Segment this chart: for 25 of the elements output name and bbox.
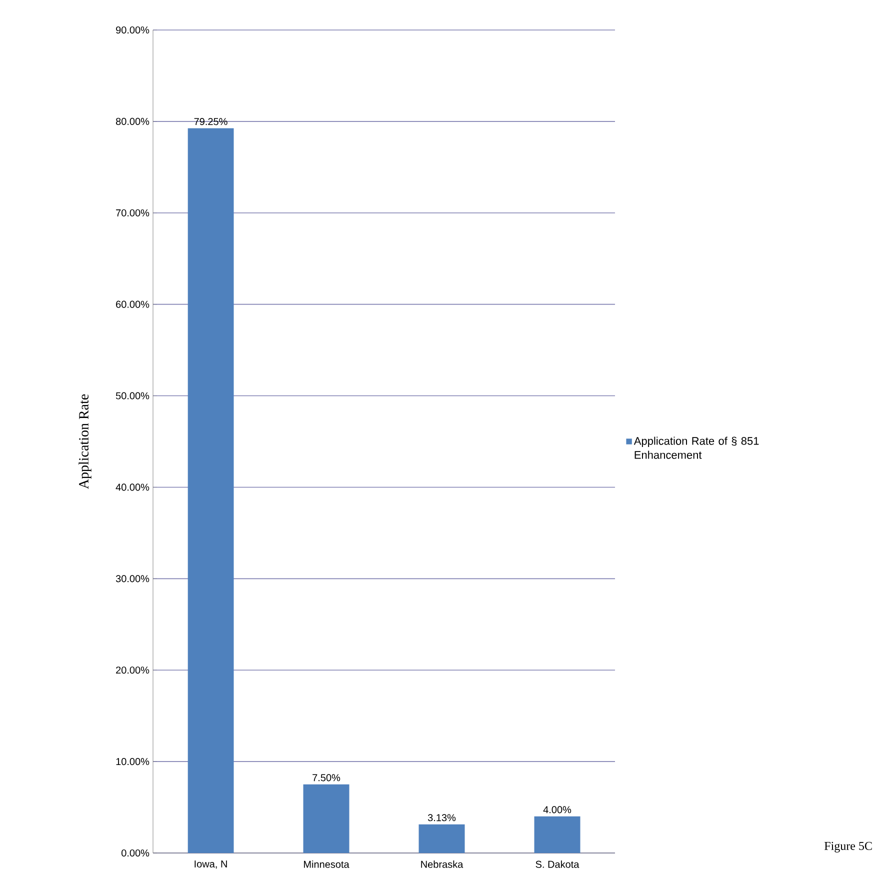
y-tick-label: 20.00%: [116, 666, 150, 674]
y-tick-label: 30.00%: [116, 575, 150, 582]
y-axis-title: Application Rate: [78, 394, 92, 489]
y-tick-label: 90.00%: [116, 26, 150, 34]
data-label: 7.50%: [312, 774, 340, 782]
legend-label: Application Rate of § 851 Enhancement: [634, 436, 759, 459]
y-tick-label: 0.00%: [122, 849, 150, 857]
bar: [303, 784, 350, 853]
y-tick-label: 40.00%: [116, 484, 150, 491]
y-tick-label: 10.00%: [116, 758, 150, 766]
data-label: 3.13%: [428, 814, 456, 822]
y-tick-label: 80.00%: [116, 118, 150, 125]
bar: [418, 824, 465, 853]
caption: Figure 5C: [824, 842, 872, 852]
x-tick-label: S. Dakota: [536, 860, 580, 868]
bar: [534, 816, 580, 853]
data-label: 79.25%: [194, 118, 228, 126]
x-tick-label: Iowa, N: [194, 860, 227, 869]
bar: [188, 128, 234, 853]
y-tick-label: 70.00%: [116, 209, 150, 216]
data-label: 4.00%: [543, 806, 572, 814]
y-tick-label: 50.00%: [116, 392, 150, 400]
x-tick-label: Minnesota: [304, 860, 350, 868]
x-tick-label: Nebraska: [421, 860, 464, 868]
y-tick-label: 60.00%: [116, 300, 150, 308]
